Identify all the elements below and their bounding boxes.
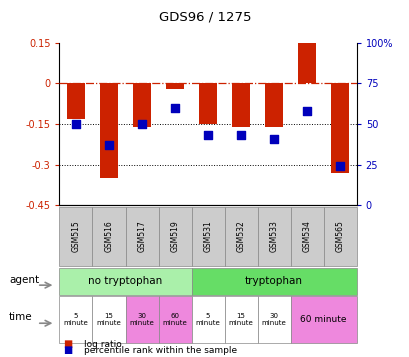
Text: GSM534: GSM534 (302, 221, 311, 252)
Bar (224, 296, 257, 343)
Text: tryptophan: tryptophan (245, 276, 302, 286)
Text: GSM565: GSM565 (335, 221, 344, 252)
Text: GSM532: GSM532 (236, 221, 245, 252)
Text: 60 minute: 60 minute (300, 315, 346, 324)
Text: GSM519: GSM519 (170, 221, 179, 252)
Bar (290, 296, 356, 343)
Point (72, 121, 79, 127)
Point (270, 136, 277, 141)
Bar (100, 84, 118, 178)
Bar (59, 296, 92, 343)
Text: GSM517: GSM517 (137, 221, 146, 252)
Text: 15
minute: 15 minute (97, 313, 121, 326)
Bar (158, 207, 191, 266)
Bar (198, 84, 217, 124)
Point (237, 132, 244, 138)
Bar (67, 84, 85, 119)
Bar (191, 207, 224, 266)
Point (303, 108, 310, 114)
Bar (158, 296, 191, 343)
Bar (92, 296, 125, 343)
Bar (191, 296, 224, 343)
Point (171, 105, 178, 111)
Bar (264, 84, 283, 127)
Bar (231, 84, 249, 127)
Text: time: time (9, 312, 33, 322)
Bar (290, 207, 323, 266)
Text: GDS96 / 1275: GDS96 / 1275 (158, 11, 251, 24)
Point (106, 142, 112, 148)
Bar (59, 207, 92, 266)
Text: agent: agent (9, 275, 39, 285)
Point (336, 164, 343, 169)
Text: 30
minute: 30 minute (129, 313, 154, 326)
Text: 5
minute: 5 minute (195, 313, 220, 326)
Text: 60
minute: 60 minute (162, 313, 187, 326)
Point (138, 121, 145, 127)
Text: GSM533: GSM533 (269, 221, 278, 252)
Bar (125, 207, 158, 266)
Text: ■: ■ (63, 345, 73, 355)
Text: GSM516: GSM516 (104, 221, 113, 252)
Bar (330, 84, 348, 173)
Text: percentile rank within the sample: percentile rank within the sample (84, 346, 236, 355)
Bar (166, 84, 184, 89)
Bar (125, 296, 158, 343)
Text: log ratio: log ratio (84, 340, 121, 349)
Bar (59, 268, 191, 295)
Bar (297, 43, 315, 84)
Bar (224, 207, 257, 266)
Bar (92, 207, 125, 266)
Text: ■: ■ (63, 339, 73, 349)
Bar (323, 207, 356, 266)
Bar (257, 296, 290, 343)
Bar (257, 207, 290, 266)
Point (204, 132, 211, 138)
Bar (133, 84, 151, 127)
Text: GSM531: GSM531 (203, 221, 212, 252)
Text: 30
minute: 30 minute (261, 313, 286, 326)
Text: no tryptophan: no tryptophan (88, 276, 162, 286)
Text: GSM515: GSM515 (71, 221, 80, 252)
Bar (191, 268, 356, 295)
Text: 15
minute: 15 minute (228, 313, 253, 326)
Text: 5
minute: 5 minute (63, 313, 88, 326)
